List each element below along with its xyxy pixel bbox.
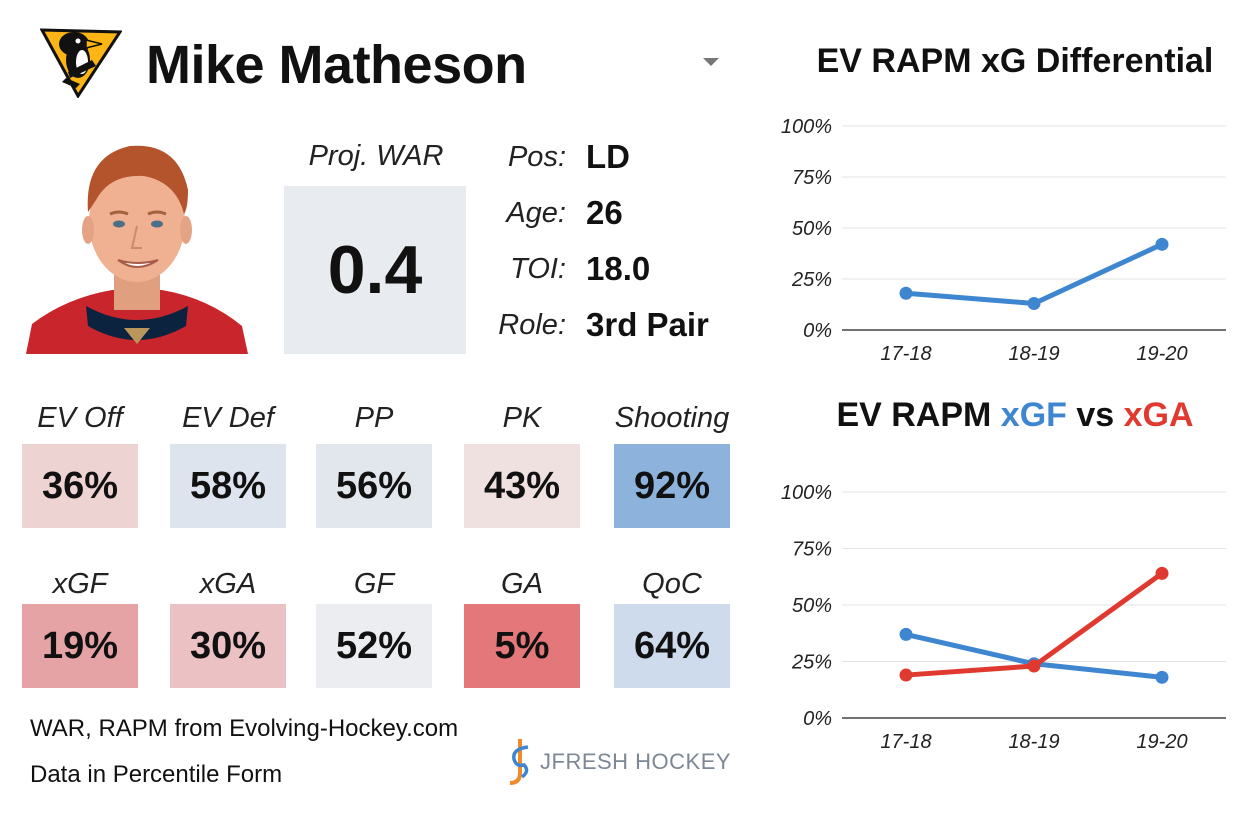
brand-mark-icon [509,739,529,785]
stat-box-xgf: 19% [22,604,138,688]
bio-label-toi: TOI: [510,253,566,285]
chart2-ytick-0: 0% [803,708,832,730]
player-photo [26,130,248,354]
bio-label-role: Role: [498,309,566,341]
stat-box-ga: 5% [464,604,580,688]
data-format-note: Data in Percentile Form [30,761,283,788]
chart1-xtick-18-19: 18-19 [1008,343,1059,365]
stat-label-xgf: xGF [52,568,108,600]
bio-value-age: 26 [586,194,623,231]
bio-value-pos: LD [586,138,630,175]
proj-war-label: Proj. WAR [308,140,444,172]
chart2-ytick-50: 50% [792,595,832,617]
chart2-xgf-vs-xga: 0% 25% 50% 75% 100% 17-18 18-19 19-20 [770,470,1260,760]
bio-label-age: Age: [506,197,566,229]
chart1-xtick-17-18: 17-18 [880,343,931,365]
chart2-point-xgf-19-20 [1155,670,1169,684]
stat-box-shooting: 92% [614,444,730,528]
chart2-point-xgf-17-18 [899,627,913,641]
stat-box-ev-off: 36% [22,444,138,528]
chart2-title-part1: EV RAPM [836,396,1001,434]
chart1-ytick-100: 100% [781,116,832,138]
chart1-ytick-25: 25% [791,269,832,291]
stat-label-gf: GF [353,568,395,600]
bio-value-toi: 18.0 [586,250,651,287]
chart2-title-xga: xGA [1123,396,1194,434]
chart2-point-xga-17-18 [899,668,913,682]
stat-label-xga: xGA [199,568,257,600]
stat-box-qoc: 64% [614,604,730,688]
brand-logo: JFRESH HOCKEY [506,736,736,788]
chart1-xtick-19-20: 19-20 [1136,343,1187,365]
stat-label-pp: PP [354,402,394,434]
chart2-ytick-25: 25% [791,652,832,674]
stat-label-ev-off: EV Off [37,402,123,434]
chart1-series-line-xg-differential [903,241,1165,306]
chart2-point-xga-19-20 [1155,566,1169,580]
chart1-point-xg-differential-17-18 [899,286,913,300]
chart2-point-xga-18-19 [1027,659,1041,673]
stat-box-pp: 56% [316,444,432,528]
stat-box-pk: 43% [464,444,580,528]
chart1-ytick-75: 75% [792,167,832,189]
stat-box-xga: 30% [170,604,286,688]
chart2-title-vs: vs [1066,396,1124,434]
stat-label-shooting: Shooting [614,402,730,434]
stat-box-gf: 52% [316,604,432,688]
chart2-xtick-17-18: 17-18 [880,731,931,753]
chart1-svg: 0% 25% 50% 75% 100% 17-18 18-19 19-20 [781,116,1226,365]
chart1-xg-differential: 0% 25% 50% 75% 100% 17-18 18-19 19-20 [770,108,1260,378]
chart2-ytick-100: 100% [781,482,832,504]
chart1-ytick-0: 0% [803,320,832,342]
stat-box-ev-def: 58% [170,444,286,528]
proj-war-value: 0.4 [284,186,466,354]
brand-name: JFRESH HOCKEY [540,749,732,774]
chart1-ytick-50: 50% [792,218,832,240]
player-name: Mike Matheson [146,35,527,95]
stat-label-ev-def: EV Def [182,402,274,434]
chart1-point-xg-differential-18-19 [1027,296,1041,310]
bio-label-pos: Pos: [507,141,566,173]
bio-value-role: 3rd Pair [586,306,709,343]
team-logo [39,26,123,99]
chart1-title: EV RAPM xG Differential [816,42,1214,80]
stat-label-pk: PK [502,402,542,434]
chart2-xtick-18-19: 18-19 [1008,731,1059,753]
chart2-title: EV RAPM xGF vs xGA [770,396,1260,435]
chart2-svg: 0% 25% 50% 75% 100% 17-18 18-19 19-20 [781,482,1226,753]
source-credit: WAR, RAPM from Evolving-Hockey.com [30,715,459,742]
chart2-ytick-75: 75% [792,539,832,561]
chart2-xtick-19-20: 19-20 [1136,731,1187,753]
player-select-caret-icon[interactable] [703,58,719,66]
stat-label-qoc: QoC [642,568,702,600]
chart1-point-xg-differential-19-20 [1155,237,1169,251]
stat-label-ga: GA [501,568,543,600]
chart2-title-xgf: xGF [1000,396,1067,434]
